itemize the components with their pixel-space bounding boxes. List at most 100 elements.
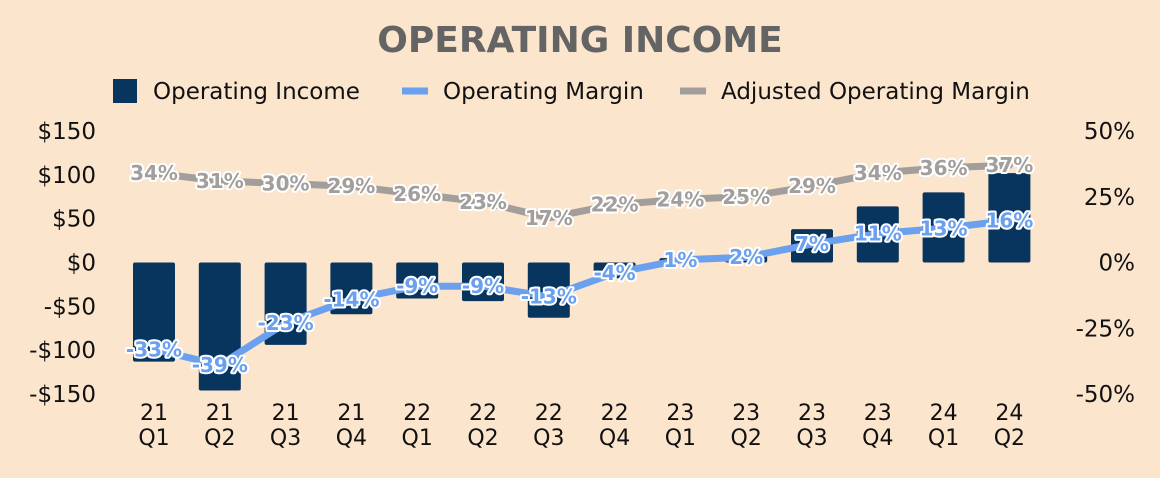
right-axis-tick-label: 25%	[1084, 185, 1135, 211]
bar-operating-income	[462, 262, 504, 302]
x-axis-tick-label: 23 Q3	[796, 401, 827, 451]
legend-label-operating-margin: Operating Margin	[443, 79, 644, 105]
chart-title: OPERATING INCOME	[377, 20, 783, 61]
data-label-operating-margin: -4%	[593, 261, 635, 285]
legend-swatch-operating-income	[113, 79, 137, 103]
data-label-adjusted-operating-margin: 23%	[459, 190, 507, 214]
x-tick-quarter: Q3	[796, 426, 827, 451]
data-label-operating-margin: 11%	[854, 222, 902, 246]
left-axis-tick-label: -$100	[29, 338, 96, 364]
x-tick-year: 21	[272, 401, 300, 426]
data-label-adjusted-operating-margin: 25%	[722, 185, 770, 209]
x-tick-year: 21	[140, 401, 168, 426]
x-tick-quarter: Q1	[665, 426, 696, 451]
x-tick-quarter: Q4	[336, 426, 367, 451]
x-axis-tick-label: 21 Q3	[270, 401, 301, 451]
data-label-adjusted-operating-margin: 34%	[130, 161, 178, 185]
x-tick-quarter: Q1	[402, 426, 433, 451]
x-tick-year: 23	[864, 401, 892, 426]
x-axis-tick-label: 21 Q2	[204, 401, 235, 451]
data-label-adjusted-operating-margin: 31%	[196, 169, 244, 193]
data-label-adjusted-operating-margin: 17%	[525, 206, 573, 230]
x-tick-year: 23	[666, 401, 694, 426]
x-axis-tick-label: 22 Q3	[533, 401, 564, 451]
right-axis-tick-label: 50%	[1084, 119, 1135, 145]
x-tick-quarter: Q2	[994, 426, 1025, 451]
x-axis-tick-label: 22 Q1	[402, 401, 433, 451]
data-label-adjusted-operating-margin: 29%	[327, 174, 375, 198]
x-tick-year: 23	[732, 401, 760, 426]
data-label-adjusted-operating-margin: 34%	[854, 161, 902, 185]
data-label-operating-margin: -33%	[126, 337, 182, 361]
right-axis-tick-label: -25%	[1076, 316, 1135, 342]
bar-operating-income	[264, 262, 307, 345]
data-label-operating-margin: 1%	[663, 248, 697, 272]
legend-label-operating-income: Operating Income	[153, 79, 360, 105]
bar-operating-income	[527, 262, 570, 318]
right-axis-tick-label: 0%	[1099, 251, 1136, 277]
data-label-operating-margin: 7%	[795, 232, 829, 256]
x-axis-tick-label: 24 Q1	[928, 401, 959, 451]
line-operating-margin	[150, 216, 1013, 369]
data-label-operating-margin: -14%	[323, 287, 379, 311]
x-tick-year: 21	[337, 401, 365, 426]
line-adjusted-operating-margin	[150, 161, 1013, 222]
left-axis-tick-label: -$150	[29, 382, 96, 408]
x-tick-quarter: Q1	[928, 426, 959, 451]
left-axis: $150 $100 $50 $0 -$50 -$100 -$150	[29, 119, 96, 408]
data-labels: 34% 31% 30% 29% 26% 23% 17% 22% 24% 25% 29% 34% 36% 3…	[124, 151, 1035, 379]
data-label-adjusted-operating-margin: 37%	[985, 153, 1033, 177]
data-label-operating-margin: 2%	[729, 245, 763, 269]
data-label-operating-margin: -13%	[521, 285, 577, 309]
left-axis-tick-label: $0	[67, 251, 96, 277]
x-tick-year: 23	[798, 401, 826, 426]
bar-operating-income	[133, 262, 175, 362]
x-tick-year: 22	[535, 401, 563, 426]
x-tick-year: 22	[469, 401, 497, 426]
left-axis-tick-label: $50	[52, 207, 96, 233]
data-label-operating-margin: -23%	[258, 311, 314, 335]
x-axis-tick-label: 23 Q1	[665, 401, 696, 451]
data-label-adjusted-operating-margin: 30%	[262, 172, 310, 196]
x-axis-tick-label: 21 Q4	[336, 401, 367, 451]
right-axis-tick-label: -50%	[1076, 382, 1135, 408]
data-label-adjusted-operating-margin: 22%	[591, 193, 639, 217]
data-label-operating-margin: -9%	[462, 274, 504, 298]
x-tick-year: 24	[995, 401, 1023, 426]
legend: Operating Income Operating Margin Adjusted…	[113, 79, 1030, 105]
data-label-operating-margin: -9%	[396, 274, 438, 298]
x-axis-tick-label: 22 Q4	[599, 401, 630, 451]
data-label-adjusted-operating-margin: 24%	[656, 187, 704, 211]
right-axis: 50% 25% 0% -25% -50%	[1076, 119, 1135, 408]
x-axis-tick-label: 24 Q2	[994, 401, 1025, 451]
x-tick-quarter: Q4	[599, 426, 630, 451]
left-axis-tick-label: $100	[37, 163, 96, 189]
data-label-operating-margin: 16%	[985, 208, 1033, 232]
x-tick-quarter: Q1	[138, 426, 169, 451]
x-tick-quarter: Q3	[270, 426, 301, 451]
x-axis-tick-label: 23 Q2	[731, 401, 762, 451]
x-tick-quarter: Q2	[467, 426, 498, 451]
data-label-operating-margin: 13%	[920, 216, 968, 240]
x-tick-quarter: Q4	[862, 426, 893, 451]
lines	[150, 161, 1013, 369]
x-tick-quarter: Q2	[731, 426, 762, 451]
x-tick-quarter: Q2	[204, 426, 235, 451]
data-label-adjusted-operating-margin: 26%	[393, 182, 441, 206]
x-axis-tick-label: 21 Q1	[138, 401, 169, 451]
x-tick-quarter: Q3	[533, 426, 564, 451]
x-axis-tick-label: 23 Q4	[862, 401, 893, 451]
data-label-adjusted-operating-margin: 29%	[788, 174, 836, 198]
x-tick-year: 21	[206, 401, 234, 426]
legend-label-adjusted-operating-margin: Adjusted Operating Margin	[721, 79, 1030, 105]
data-label-operating-margin: -39%	[192, 353, 248, 377]
left-axis-tick-label: -$50	[44, 294, 96, 320]
data-label-adjusted-operating-margin: 36%	[920, 156, 968, 180]
left-axis-tick-label: $150	[37, 119, 96, 145]
x-tick-year: 22	[403, 401, 431, 426]
x-axis-tick-label: 22 Q2	[467, 401, 498, 451]
x-tick-year: 24	[930, 401, 958, 426]
x-tick-year: 22	[601, 401, 629, 426]
